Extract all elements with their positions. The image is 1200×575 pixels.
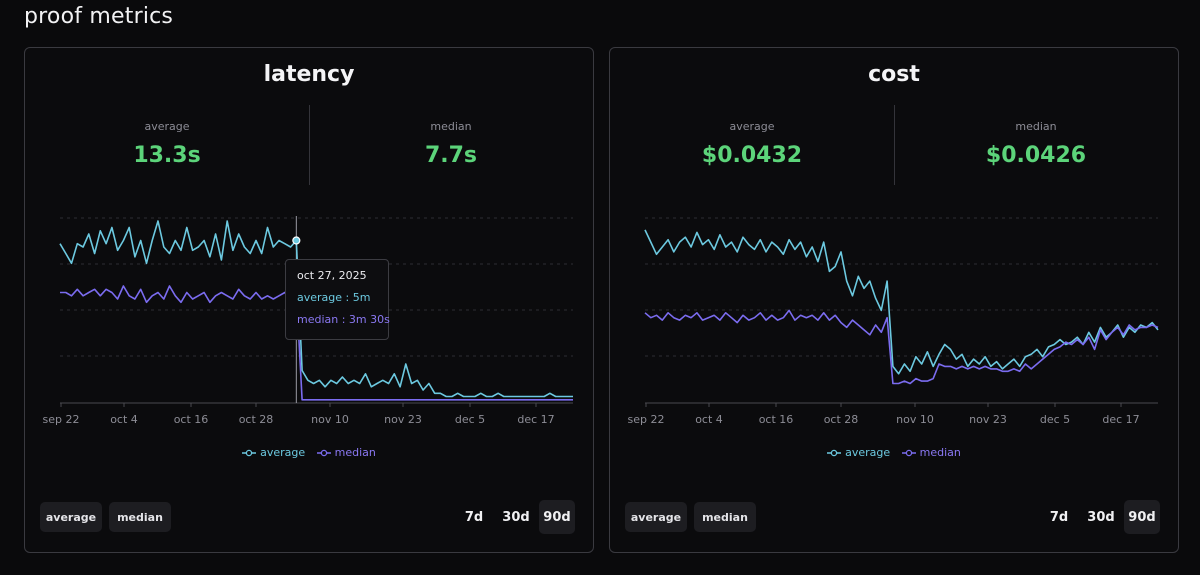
- line-marker-icon: [827, 449, 842, 456]
- x-tick-label: dec 17: [517, 413, 554, 426]
- cost-chart[interactable]: sep 22 oct 4 oct 16 oct 28 nov 10 nov 23 dec 5…: [610, 48, 1178, 448]
- x-tick-label: dec 5: [1040, 413, 1070, 426]
- x-tick-label: dec 5: [455, 413, 485, 426]
- x-tick-label: oct 16: [759, 413, 794, 426]
- x-tick-label: nov 10: [896, 413, 934, 426]
- cost-card: cost average $0.0432 median $0.0426 sep …: [609, 47, 1179, 553]
- line-marker-icon: [901, 449, 916, 456]
- legend-item-median[interactable]: median: [901, 446, 961, 459]
- chart-tooltip: oct 27, 2025 average : 5m median : 3m 30…: [285, 259, 390, 340]
- stat-value: 7.7s: [424, 143, 478, 168]
- median-stat: median 7.7s: [309, 120, 593, 168]
- legend-item-average[interactable]: average: [242, 446, 305, 459]
- x-tick-label: nov 23: [969, 413, 1007, 426]
- legend-label: average: [845, 446, 891, 459]
- latency-card: latency average 13.3s median 7.7s sep 22…: [24, 47, 594, 553]
- hover-point-average: [292, 236, 301, 245]
- series-line-median: [60, 285, 573, 401]
- legend-item-median[interactable]: median: [316, 446, 376, 459]
- series-line-average: [644, 229, 1159, 375]
- range-7d-button[interactable]: 7d: [1049, 509, 1069, 525]
- average-button[interactable]: average: [625, 502, 687, 532]
- median-stat: median $0.0426: [894, 120, 1178, 168]
- tooltip-average: average : 5m: [297, 291, 371, 304]
- x-tick-label: oct 28: [824, 413, 859, 426]
- tooltip-median: median : 3m 30s: [297, 313, 390, 326]
- chart-legend: average median: [25, 446, 593, 460]
- stat-value: $0.0426: [985, 143, 1087, 168]
- average-stat: average $0.0432: [610, 120, 894, 168]
- x-tick-label: oct 16: [174, 413, 209, 426]
- x-tick-label: nov 23: [384, 413, 422, 426]
- card-title: latency: [263, 62, 355, 87]
- stat-value: $0.0432: [701, 143, 803, 168]
- stat-label: median: [430, 120, 472, 133]
- line-marker-icon: [242, 449, 257, 456]
- stat-label: average: [144, 120, 190, 133]
- stat-label: median: [1015, 120, 1057, 133]
- line-marker-icon: [316, 449, 331, 456]
- range-7d-button[interactable]: 7d: [464, 509, 484, 525]
- average-stat: average 13.3s: [25, 120, 309, 168]
- card-title: cost: [868, 62, 920, 87]
- x-tick-label: nov 10: [311, 413, 349, 426]
- series-line-average: [59, 220, 573, 398]
- range-30d-button[interactable]: 30d: [502, 509, 530, 525]
- stat-value: 13.3s: [133, 143, 201, 168]
- x-tick-label: dec 17: [1102, 413, 1139, 426]
- legend-item-average[interactable]: average: [827, 446, 890, 459]
- tooltip-date: oct 27, 2025: [297, 269, 367, 282]
- range-90d-button[interactable]: 90d: [539, 500, 575, 534]
- page-title: proof metrics: [24, 4, 174, 29]
- x-tick-label: sep 22: [43, 413, 80, 426]
- stat-divider: [309, 105, 310, 185]
- latency-chart[interactable]: sep 22 oct 4 oct 16 oct 28 nov 10 nov 23 dec 5…: [25, 48, 593, 448]
- range-30d-button[interactable]: 30d: [1087, 509, 1115, 525]
- median-button[interactable]: median: [694, 502, 756, 532]
- x-tick-label: oct 4: [695, 413, 723, 426]
- series-line-median: [644, 309, 1159, 385]
- legend-label: median: [334, 446, 376, 459]
- x-tick-label: sep 22: [628, 413, 665, 426]
- stat-divider: [894, 105, 895, 185]
- stat-label: average: [729, 120, 775, 133]
- range-90d-button[interactable]: 90d: [1124, 500, 1160, 534]
- x-tick-label: oct 28: [239, 413, 274, 426]
- median-button[interactable]: median: [109, 502, 171, 532]
- average-button[interactable]: average: [40, 502, 102, 532]
- x-tick-label: oct 4: [110, 413, 138, 426]
- chart-legend: average median: [610, 446, 1178, 460]
- legend-label: average: [260, 446, 306, 459]
- legend-label: median: [919, 446, 961, 459]
